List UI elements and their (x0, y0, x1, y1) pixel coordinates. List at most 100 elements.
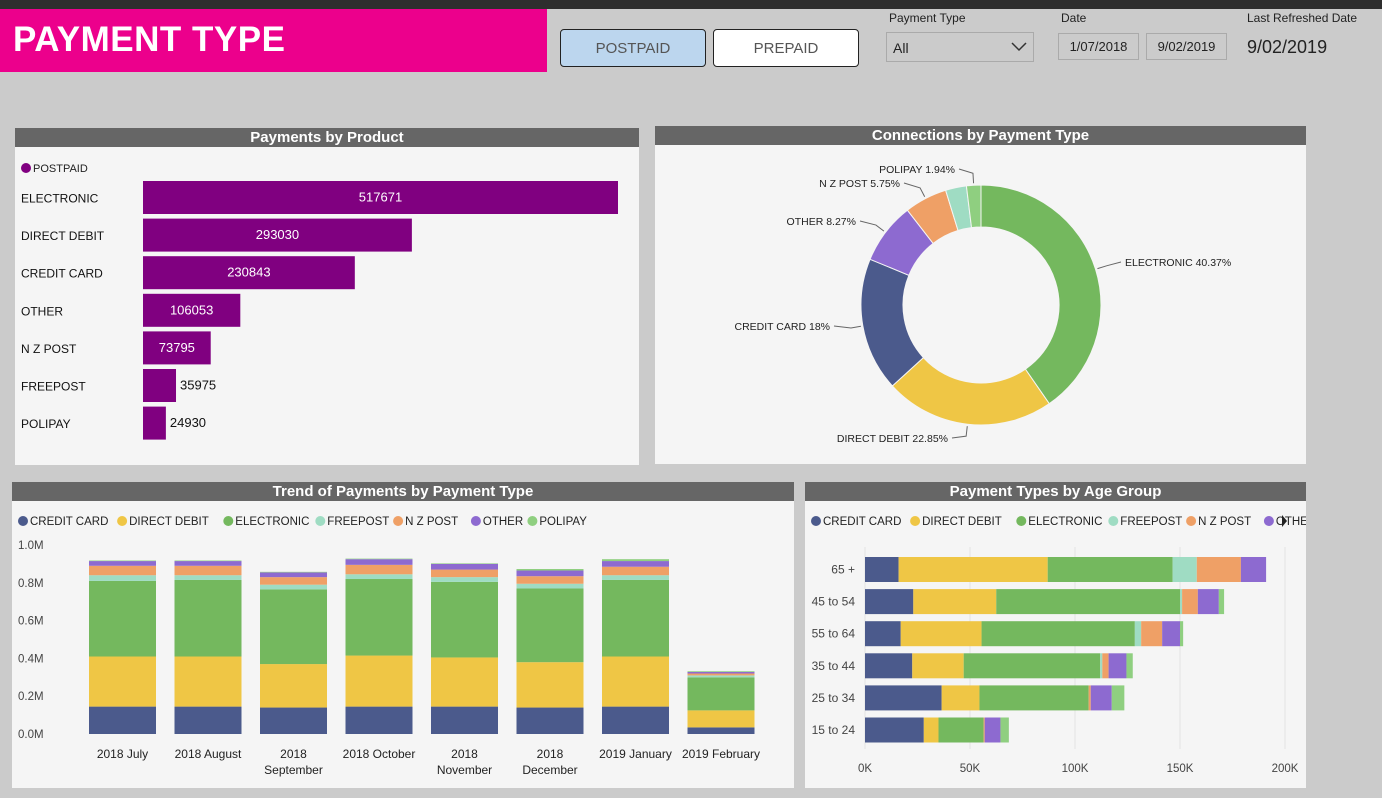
bar-55-to-64-nzpost (1141, 621, 1163, 647)
chevron-down-icon (1011, 42, 1027, 52)
x-tick-2018-september-2: September (264, 763, 323, 777)
postpaid-button[interactable]: POSTPAID (560, 29, 706, 67)
category-label-direct-debit: DIRECT DEBIT (21, 229, 105, 243)
leader-line-direct-debit (951, 426, 968, 439)
age-label-15-to-24: 15 to 24 (812, 723, 856, 737)
x-tick-2019-february: 2019 February (682, 747, 760, 761)
bar-2019-february-credit-card (687, 727, 755, 734)
bar-2018-december-nzpost (516, 576, 584, 584)
leader-line-credit-card (833, 325, 861, 329)
bar-2018-october-direct-debit (345, 655, 413, 707)
category-label-polipay: POLIPAY (21, 417, 71, 431)
slice-electronic (980, 184, 1102, 405)
payment-type-dropdown[interactable]: All (886, 32, 1034, 62)
value-label-n-z-post: 73795 (159, 340, 195, 355)
x-tick-2018-august: 2018 August (175, 747, 242, 761)
bar-45-to-54-electronic (996, 589, 1180, 615)
title-banner: PAYMENT TYPE (0, 9, 547, 72)
bar-2019-january-electronic (602, 579, 669, 657)
bar-2018-november-electronic (431, 581, 498, 658)
payment-type-value: All (893, 40, 909, 56)
slice-label-other: OTHER 8.27% (787, 216, 856, 228)
slice-polipay (965, 184, 982, 229)
bar-15-to-24-nzpost (983, 717, 985, 743)
bar-2018-december-freepost (516, 583, 584, 589)
slice-label-direct-debit: DIRECT DEBIT 22.85% (837, 433, 948, 445)
y-tick-2: 0.4M (18, 653, 44, 665)
bar-2019-january-nzpost (602, 566, 669, 576)
bar-freepost (143, 369, 177, 402)
bar-2018-november-nzpost (431, 569, 498, 578)
bar-25-to-34-polipay (1111, 685, 1125, 711)
x-tick-1: 50K (960, 763, 981, 775)
bar-2018-july-credit-card (89, 706, 156, 734)
category-label-n-z-post: N Z POST (21, 342, 77, 356)
value-label-direct-debit: 293030 (256, 227, 299, 242)
bar-2018-september-credit-card (260, 707, 327, 734)
x-tick-2018-december-2: December (522, 763, 577, 777)
trend-panel: Trend of Payments by Payment Type CREDIT… (12, 482, 794, 788)
age-legend-label-direct-debit: DIRECT DEBIT (922, 516, 1002, 528)
bar-2018-august-electronic (174, 579, 242, 657)
leader-line-electronic (1097, 261, 1122, 270)
bar-polipay (143, 406, 166, 440)
value-label-other: 106053 (170, 302, 213, 317)
bar-2018-october-nzpost (345, 564, 413, 575)
trend-title: Trend of Payments by Payment Type (12, 482, 794, 501)
bar-35-to-44-direct-debit (912, 653, 964, 679)
bar-25-to-34-nzpost (1088, 685, 1091, 711)
bar-2018-september-nzpost (260, 577, 327, 585)
bar-65-nzpost (1196, 557, 1241, 582)
connections-panel: Connections by Payment Type ELECTRONIC 4… (655, 126, 1306, 464)
bar-2018-august-polipay (174, 560, 242, 562)
slice-label-polipay: POLIPAY 1.94% (879, 164, 955, 176)
bar-2018-august-credit-card (174, 706, 242, 734)
bar-65-direct-debit (898, 557, 1048, 582)
leader-line-nzpost (903, 182, 926, 198)
slice-label-nzpost: N Z POST 5.75% (819, 178, 900, 190)
bar-15-to-24-other (984, 717, 1001, 743)
value-label-polipay: 24930 (170, 415, 206, 430)
bar-2018-december-polipay (516, 569, 584, 571)
x-tick-2018-october: 2018 October (343, 747, 416, 761)
age-label-45-to-54: 45 to 54 (812, 595, 856, 609)
bar-2019-february-freepost (687, 675, 755, 678)
date-label: Date (1061, 11, 1087, 25)
bar-55-to-64-other (1162, 621, 1180, 647)
bar-2018-october-other (345, 559, 413, 565)
y-tick-3: 0.6M (18, 616, 44, 628)
date-to-input[interactable]: 9/02/2019 (1146, 33, 1227, 60)
bar-25-to-34-direct-debit (941, 685, 980, 711)
value-label-electronic: 517671 (359, 190, 402, 205)
bar-2018-august-freepost (174, 575, 242, 580)
bar-15-to-24-polipay (1000, 717, 1009, 743)
y-tick-0: 0.0M (18, 729, 44, 741)
age-label-35-to-44: 35 to 44 (812, 659, 856, 673)
x-tick-3: 150K (1167, 763, 1194, 775)
bar-2018-october-electronic (345, 579, 413, 656)
bar-35-to-44-freepost (1100, 653, 1103, 679)
legend-postpaid-label: POSTPAID (33, 163, 88, 175)
age-group-chart: CREDIT CARD DIRECT DEBIT ELECTRONIC FREEPOS… (811, 515, 1306, 775)
bar-2018-july-freepost (89, 575, 156, 581)
refresh-value: 9/02/2019 (1247, 37, 1328, 57)
age-label-25-to-34: 25 to 34 (812, 691, 856, 705)
legend-postpaid-swatch (21, 163, 31, 173)
bar-2018-july-polipay (89, 560, 156, 562)
trend-chart: CREDIT CARD DIRECT DEBIT ELECTRONIC FREEPOS… (18, 516, 760, 777)
category-label-other: OTHER (21, 304, 63, 318)
prepaid-button[interactable]: PREPAID (713, 29, 859, 67)
connections-donut-chart: ELECTRONIC 40.37% DIRECT DEBIT 22.85% CRED… (735, 164, 1232, 445)
top-bar (0, 0, 1382, 9)
bar-55-to-64-polipay (1180, 621, 1184, 647)
category-label-freepost: FREEPOST (21, 380, 86, 394)
bar-2018-august-nzpost (174, 565, 242, 576)
legend-next-arrow-icon (1282, 515, 1287, 527)
leader-line-other (859, 220, 885, 232)
bar-45-to-54-credit-card (865, 589, 914, 615)
age-legend-swatch-credit-card (811, 516, 821, 526)
trend-legend-swatch-polipay (527, 516, 538, 526)
date-from-input[interactable]: 1/07/2018 (1058, 33, 1139, 60)
bar-2018-november-direct-debit (431, 657, 498, 707)
age-legend-label-credit-card: CREDIT CARD (823, 516, 901, 528)
